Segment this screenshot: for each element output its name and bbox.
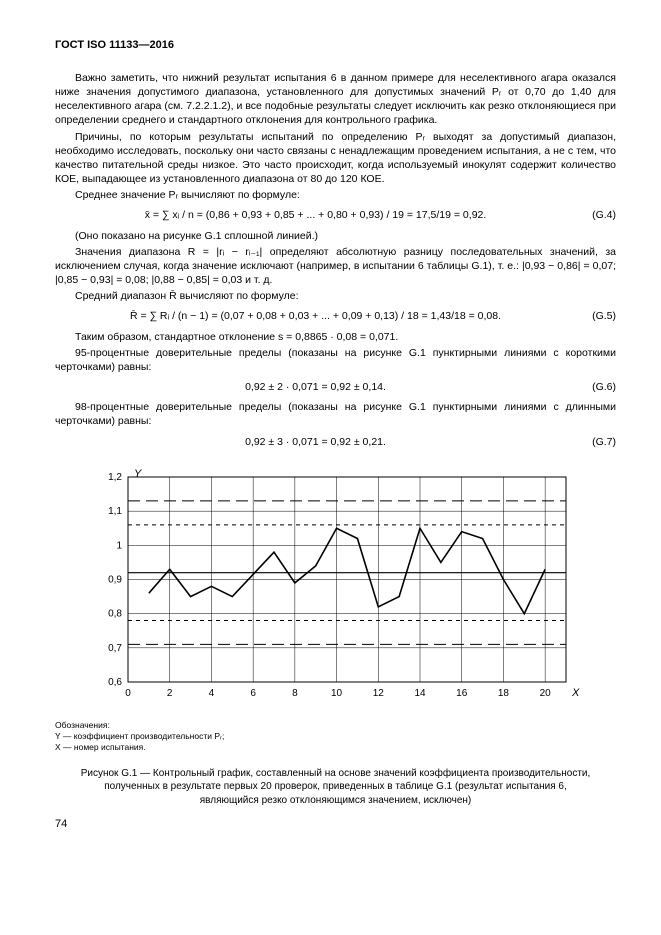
svg-text:0,6: 0,6 (108, 677, 122, 688)
svg-text:18: 18 (497, 688, 509, 699)
svg-text:6: 6 (250, 688, 256, 699)
svg-text:2: 2 (166, 688, 172, 699)
paragraph: (Оно показано на рисунке G.1 сплошной ли… (55, 229, 616, 243)
svg-text:0,9: 0,9 (108, 574, 122, 585)
svg-text:1: 1 (116, 540, 122, 551)
svg-text:0,8: 0,8 (108, 608, 122, 619)
svg-text:0,7: 0,7 (108, 643, 122, 654)
figure-caption: Рисунок G.1 — Контрольный график, состав… (55, 767, 616, 808)
equation-g4: x̄ = ∑ xᵢ / n = (0,86 + 0,93 + 0,85 + ..… (55, 208, 616, 222)
equation-g5: R̄ = ∑ Rᵢ / (n − 1) = (0,07 + 0,08 + 0,0… (55, 309, 616, 323)
legend-x: X — номер испытания. (55, 742, 616, 753)
svg-text:20: 20 (539, 688, 551, 699)
equation-number: (G.4) (576, 208, 616, 222)
page-number: 74 (55, 817, 616, 832)
equation-number: (G.5) (576, 309, 616, 323)
legend-y: Y — коэффициент производительности Pᵣ; (55, 731, 616, 742)
legend-title: Обозначения: (55, 720, 616, 731)
paragraph: 95-процентные доверительные пределы (пок… (55, 346, 616, 374)
equation-number: (G.6) (576, 380, 616, 394)
paragraph: Таким образом, стандартное отклонение s … (55, 330, 616, 344)
caption-line: полученных в результате первых 20 провер… (55, 780, 616, 794)
svg-text:1,1: 1,1 (108, 506, 122, 517)
svg-text:0: 0 (125, 688, 131, 699)
svg-text:16: 16 (456, 688, 468, 699)
equation-g6: 0,92 ± 2 · 0,071 = 0,92 ± 0,14. (G.6) (55, 380, 616, 394)
paragraph: 98-процентные доверительные пределы (пок… (55, 400, 616, 428)
paragraph: Среднее значение Pᵣ вычисляют по формуле… (55, 188, 616, 202)
paragraph: Значения диапазона R = |rᵢ − rᵢ₋₁| опред… (55, 245, 616, 288)
svg-text:10: 10 (331, 688, 343, 699)
svg-text:4: 4 (208, 688, 214, 699)
svg-text:1,2: 1,2 (108, 472, 122, 483)
doc-header: ГОСТ ISO 11133—2016 (55, 38, 616, 53)
caption-line: являющийся резко отклоняющимся значением… (55, 794, 616, 808)
chart-legend: Обозначения: Y — коэффициент производите… (55, 720, 616, 753)
svg-text:Y: Y (134, 468, 142, 480)
paragraph: Причины, по которым результаты испытаний… (55, 130, 616, 187)
equation-formula: R̄ = ∑ Rᵢ / (n − 1) = (0,07 + 0,08 + 0,0… (55, 309, 576, 323)
equation-number: (G.7) (576, 435, 616, 449)
equation-g7: 0,92 ± 3 · 0,071 = 0,92 ± 0,21. (G.7) (55, 435, 616, 449)
svg-text:8: 8 (292, 688, 298, 699)
paragraph: Важно заметить, что нижний результат исп… (55, 71, 616, 128)
chart-svg: 0,6 0,7 0,8 0,9 1 1,1 1,2 0 2 4 6 8 10 12 14 16 18 20 Y X (86, 467, 586, 712)
equation-formula: 0,92 ± 2 · 0,071 = 0,92 ± 0,14. (55, 380, 576, 394)
svg-text:X: X (571, 687, 580, 699)
paragraph: Средний диапазон R̄ вычисляют по формуле… (55, 289, 616, 303)
caption-line: Рисунок G.1 — Контрольный график, состав… (55, 767, 616, 781)
control-chart: 0,6 0,7 0,8 0,9 1 1,1 1,2 0 2 4 6 8 10 12 14 16 18 20 Y X (86, 467, 586, 712)
svg-text:12: 12 (372, 688, 384, 699)
equation-formula: x̄ = ∑ xᵢ / n = (0,86 + 0,93 + 0,85 + ..… (55, 208, 576, 222)
equation-formula: 0,92 ± 3 · 0,071 = 0,92 ± 0,21. (55, 435, 576, 449)
svg-text:14: 14 (414, 688, 426, 699)
